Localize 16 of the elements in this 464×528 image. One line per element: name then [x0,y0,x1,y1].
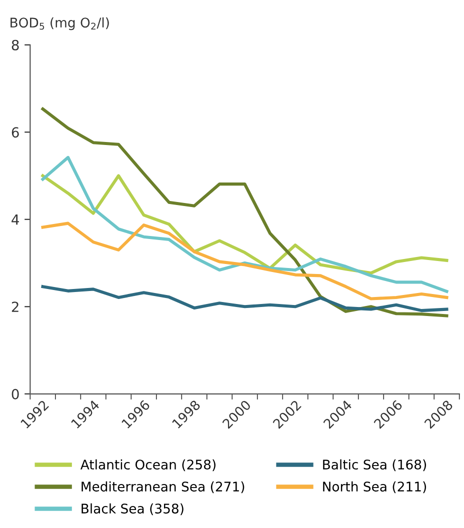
legend-label: Mediterranean Sea (271) [82,481,244,494]
y-tick-label: 2 [12,302,18,312]
y-axis-title: BOD$_{5}$ (mg O$_{2}$/l) [10,17,109,30]
line-series [41,174,448,275]
legend-label: Baltic Sea (168) [323,459,426,472]
legend-label: North Sea (211) [323,481,426,494]
y-tick-label: 8 [12,40,19,50]
line-series [41,107,448,318]
y-tick-label: 4 [12,214,19,225]
line-series [41,156,448,293]
line-series [41,285,448,312]
y-tick-label: 0 [12,388,19,400]
legend-label: Black Sea (358) [82,503,184,516]
legend-label: Atlantic Ocean (258) [80,459,216,472]
y-tick-label: 6 [12,127,19,138]
line-series [41,222,448,300]
